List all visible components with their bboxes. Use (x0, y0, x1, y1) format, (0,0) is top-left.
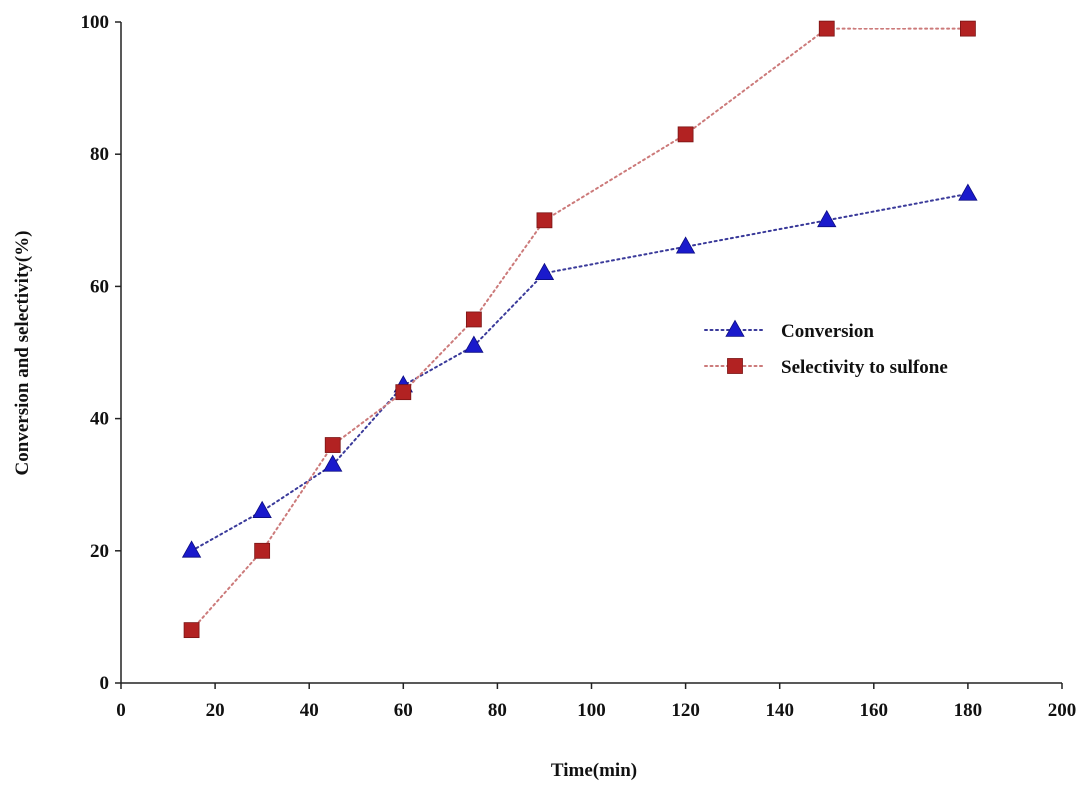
data-point-selectivity (677, 126, 694, 143)
data-point-conversion (252, 500, 272, 518)
y-tick-label: 100 (81, 12, 110, 33)
x-tick-label: 200 (1048, 700, 1077, 721)
x-tick-label: 120 (671, 700, 700, 721)
y-tick-label: 80 (90, 144, 109, 165)
x-tick-label: 180 (954, 700, 983, 721)
data-point-conversion (675, 236, 696, 254)
ticks: 0 20 40 60 80 100 120 140 160 180 200 0 20 40 60 80 100 (81, 12, 1077, 721)
data-point-selectivity (536, 212, 553, 229)
x-tick-label: 0 (116, 700, 126, 721)
x-tick-label: 160 (860, 700, 889, 721)
legend-marker-conversion (725, 319, 745, 337)
x-tick-label: 60 (394, 700, 413, 721)
data-point-conversion (817, 209, 837, 228)
data-point-selectivity (324, 437, 341, 453)
data-point-selectivity (465, 311, 482, 328)
y-tick-label: 60 (90, 276, 109, 297)
x-tick-label: 100 (577, 700, 606, 721)
data-point-selectivity (960, 20, 976, 37)
data-point-selectivity (254, 542, 271, 559)
y-tick-label: 0 (100, 673, 110, 694)
legend-marker-selectivity (727, 358, 743, 374)
data-point-conversion (323, 454, 343, 472)
y-tick-label: 40 (90, 409, 109, 430)
y-axis-title: Conversion and selectivity(%) (12, 231, 33, 476)
plot-clip-mask (854, 10, 908, 28)
legend-label-selectivity: Selectivity to sulfone (781, 357, 948, 378)
x-tick-label: 140 (765, 700, 794, 721)
legend: Conversion Selectivity to sulfone (700, 310, 1035, 390)
x-axis-title: Time(min) (551, 760, 637, 781)
x-tick-label: 80 (488, 700, 507, 721)
legend-label-conversion: Conversion (781, 321, 874, 342)
data-point-conversion (958, 183, 978, 201)
y-tick-label: 20 (90, 541, 109, 562)
data-point-selectivity (818, 20, 835, 37)
x-tick-label: 20 (206, 700, 225, 721)
data-point-selectivity (183, 622, 200, 639)
legend-background (700, 310, 1035, 390)
data-point-conversion (181, 540, 202, 558)
data-point-conversion (464, 335, 484, 353)
data-point-conversion (534, 262, 555, 280)
data-point-selectivity (395, 384, 412, 401)
series-markers (181, 20, 978, 639)
x-tick-label: 40 (300, 700, 319, 721)
